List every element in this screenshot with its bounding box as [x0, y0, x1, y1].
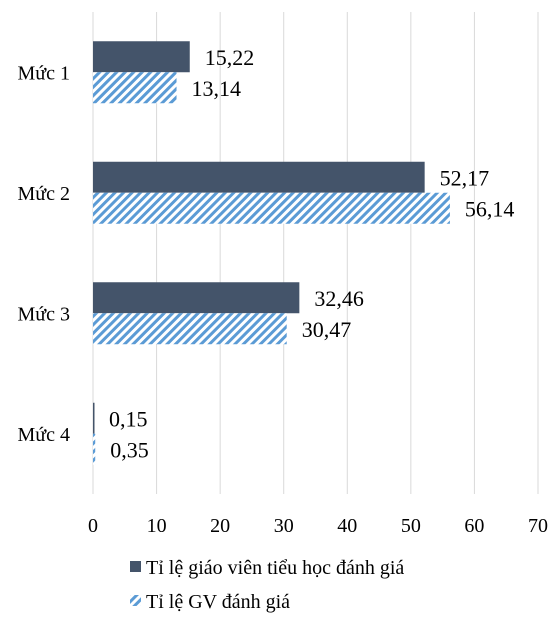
- data-label: 15,22: [205, 45, 255, 70]
- bar-series-2-Mức 2: [93, 192, 450, 224]
- x-tick-labels: 0 10 20 30 40 50 60 70: [88, 515, 548, 537]
- bar-series-1-Mức 1: [93, 41, 190, 73]
- x-tick-label: 60: [464, 515, 484, 537]
- x-tick-label: 40: [337, 515, 357, 537]
- category-label: Mức 3: [18, 303, 71, 325]
- category-label: Mức 2: [18, 183, 71, 205]
- bars: [93, 41, 450, 465]
- data-label: 0,15: [109, 406, 148, 431]
- legend-swatch-2: [130, 595, 141, 606]
- bar-series-1-Mức 3: [93, 282, 300, 314]
- bar-series-1-Mức 4: [93, 402, 95, 434]
- category-label: Mức 4: [18, 424, 71, 446]
- x-tick-label: 50: [401, 515, 421, 537]
- data-label: 32,46: [314, 286, 364, 311]
- category-labels: Mức 1 Mức 2 Mức 3 Mức 4: [18, 62, 71, 446]
- category-label: Mức 1: [18, 62, 71, 84]
- data-label: 56,14: [465, 196, 515, 221]
- data-label: 13,14: [192, 76, 242, 101]
- legend-label: Tỉ lệ giáo viên tiểu học đánh giá: [146, 557, 404, 579]
- legend: Tỉ lệ giáo viên tiểu học đánh giá Tỉ lệ G…: [130, 557, 404, 613]
- x-tick-label: 70: [528, 515, 548, 537]
- bar-series-2-Mức 3: [93, 313, 287, 345]
- legend-label: Tỉ lệ GV đánh giá: [146, 591, 290, 613]
- legend-swatch-1: [130, 561, 141, 572]
- data-label: 0,35: [110, 437, 149, 462]
- x-tick-label: 0: [88, 515, 98, 537]
- bar-series-1-Mức 2: [93, 161, 425, 193]
- data-label: 52,17: [440, 165, 490, 190]
- bar-series-2-Mức 1: [93, 72, 177, 104]
- bar-series-2-Mức 4: [93, 433, 96, 465]
- data-label: 30,47: [302, 317, 352, 342]
- x-tick-label: 20: [210, 515, 230, 537]
- x-tick-label: 30: [274, 515, 294, 537]
- x-tick-label: 10: [147, 515, 167, 537]
- data-labels: 15,22 13,14 52,17 56,14 32,46 30,47 0,15 0,35: [109, 45, 514, 463]
